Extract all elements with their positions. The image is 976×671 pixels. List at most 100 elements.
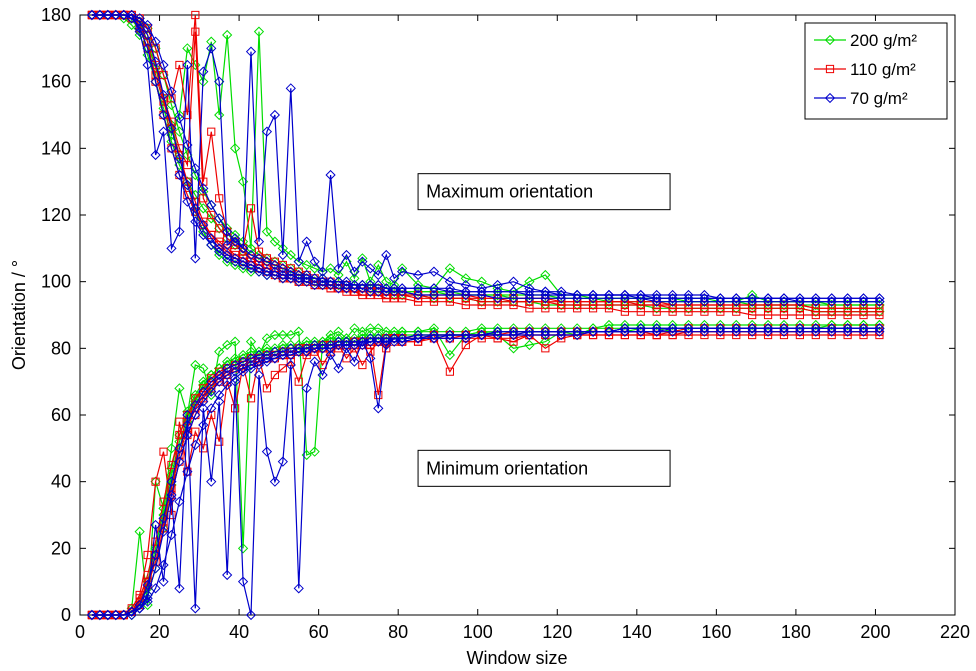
data-point [230,233,241,244]
data-point [246,204,256,213]
data-point [214,346,225,357]
data-point [222,226,233,237]
data-point [874,306,885,317]
data-point [237,353,249,364]
data-point [237,256,249,267]
data-point [166,529,177,541]
data-point [333,333,344,344]
data-point [762,323,774,334]
data-point [731,293,742,304]
data-point [635,319,646,331]
data-point [269,343,280,354]
data-point [237,543,249,554]
data-point [110,9,121,21]
data-point [858,323,869,334]
data-point [715,319,726,331]
data-point [508,326,519,337]
y-tick-label: 180 [41,5,71,25]
data-point [397,263,408,274]
data-point [699,303,710,314]
data-point [230,229,241,241]
data-point [476,326,487,337]
data-point [635,326,646,337]
x-tick-label: 0 [75,622,85,642]
legend-label: 110 g/m² [850,60,916,79]
data-point [182,409,193,421]
data-point [779,310,789,320]
x-tick-label: 20 [150,622,170,642]
data-point [198,403,209,414]
data-point [199,177,208,186]
data-point [199,444,208,453]
data-point [444,276,455,287]
data-point [556,289,567,301]
data-point [667,303,678,314]
data-point [683,323,694,334]
data-point [277,339,288,351]
data-point [134,13,145,24]
data-point [269,109,280,121]
data-point [317,336,328,347]
data-point [190,439,201,451]
data-point [325,329,336,341]
data-point [683,289,694,301]
data-point [508,329,519,341]
data-point [183,110,192,120]
data-point [524,323,535,334]
data-point [397,326,408,337]
data-point [222,339,233,351]
y-tick-label: 0 [61,605,71,625]
data-point [508,293,519,304]
data-point [317,339,328,351]
data-point [102,609,113,621]
data-point [174,153,185,164]
data-point [587,326,599,337]
data-point [293,339,304,351]
data-point [309,273,320,284]
data-point [747,323,758,334]
plot-frame [79,14,956,616]
data-point [358,360,367,370]
data-point [842,293,853,304]
data-point [222,359,233,371]
data-point [731,319,742,331]
data-point [150,519,161,531]
data-point [206,233,217,244]
data-point [245,249,257,261]
data-point [381,333,392,344]
legend-marker [824,34,836,46]
x-tick-label: 140 [622,622,652,642]
data-point [261,346,273,357]
data-point [159,447,168,456]
data-point [667,293,678,304]
data-point [182,419,193,431]
data-point [230,336,241,347]
data-point [428,323,440,334]
data-point [572,299,583,311]
data-point [373,403,384,414]
data-point [142,19,153,31]
data-point [262,384,272,393]
data-point [540,299,551,311]
x-tick-label: 160 [701,622,731,642]
data-point [444,263,455,274]
data-point [245,353,257,364]
data-point [556,323,567,334]
data-point [651,323,662,334]
data-point [373,329,384,341]
legend: 200 g/m² 110 g/m² 70 g/m² [804,22,948,120]
data-point [269,346,280,357]
data-point [333,363,344,374]
data-point [301,336,312,347]
annotation-text: Maximum orientation [426,182,593,202]
data-point [150,36,161,47]
data-point [651,303,662,314]
data-point [444,349,455,361]
data-point [875,307,884,316]
data-point [357,253,368,264]
data-point [651,293,662,304]
data-point [261,266,273,277]
annotation-box [417,173,671,211]
data-point [667,319,678,331]
y-tick-label: 60 [51,405,71,425]
